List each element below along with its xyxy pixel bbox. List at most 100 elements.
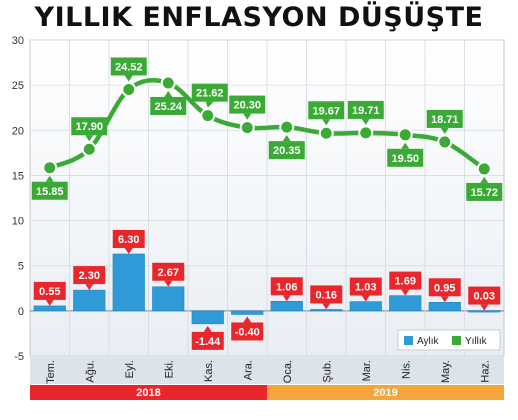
- bar: [73, 289, 106, 312]
- callout-box: [347, 100, 384, 119]
- legend-label-aylik: Aylık: [417, 336, 439, 347]
- x-tick-label: Kas.: [203, 360, 215, 382]
- callout-box: [308, 101, 345, 120]
- bar-data-label: 1.06: [270, 277, 303, 302]
- line-value-label: 19.67: [312, 105, 340, 117]
- callout-box: [191, 331, 224, 350]
- bar-data-labels: 0.55 2.30 6.30 2.67 -1.44 -0.40 1.06 0.16 1.03 1.…: [33, 229, 501, 350]
- line-data-label: 19.50: [387, 142, 424, 167]
- callout-pointer: [164, 280, 173, 287]
- bar-value-label: 1.06: [276, 281, 297, 293]
- chart-title: YILLIK ENFLASYON DÜŞÜŞTE: [34, 2, 484, 33]
- y-tick-label: 25: [12, 80, 24, 92]
- bar-data-label: -1.44: [191, 325, 224, 350]
- y-tick-label: 15: [12, 170, 24, 182]
- line-data-label: 20.30: [229, 95, 266, 120]
- callout-box: [389, 271, 422, 290]
- bar: [152, 286, 185, 312]
- callout-box: [270, 277, 303, 296]
- bar-value-label: 1.03: [355, 282, 376, 294]
- gridlines: [30, 39, 504, 357]
- x-tick-label: Ara.: [242, 360, 254, 380]
- callout-box: [466, 182, 503, 201]
- line-point: [318, 125, 334, 141]
- line-data-label: 15.85: [31, 175, 68, 200]
- bar: [191, 310, 224, 325]
- callout-pointer: [322, 119, 331, 126]
- y-tick-label: 5: [18, 261, 24, 273]
- line-data-label: 19.71: [347, 100, 384, 125]
- callout-box: [268, 141, 305, 160]
- y-tick-label: 10: [12, 216, 24, 228]
- legend-box: [397, 329, 501, 351]
- line-data-label: 20.35: [268, 135, 305, 160]
- callout-pointer: [282, 295, 291, 302]
- line-point: [121, 81, 137, 97]
- line-value-label: 15.85: [36, 186, 64, 198]
- bar-data-label: 0.16: [310, 285, 343, 310]
- callout-box: [349, 277, 382, 296]
- callout-box: [428, 278, 461, 297]
- bar: [112, 253, 145, 312]
- callout-box: [33, 281, 66, 300]
- callout-pointer: [440, 296, 449, 303]
- callout-box: [31, 181, 68, 200]
- callout-box: [73, 266, 106, 285]
- bar: [310, 309, 343, 312]
- line-value-label: 18.71: [431, 114, 459, 126]
- callout-pointer: [45, 175, 54, 182]
- callout-box: [468, 286, 501, 305]
- line-point: [437, 134, 453, 150]
- line-data-label: 18.71: [426, 109, 463, 134]
- line-data-label: 21.62: [191, 83, 228, 108]
- line-data-labels: 15.85 17.90 24.52 25.24 21.62 20.30 20.35 19.67…: [31, 57, 503, 201]
- line-point: [476, 161, 492, 177]
- line-series: [42, 75, 492, 177]
- year-band: [267, 385, 504, 400]
- legend-label-yillik: Yıllık: [465, 336, 488, 347]
- callout-pointer: [124, 247, 133, 254]
- callout-box: [229, 95, 266, 114]
- line-value-label: 19.50: [391, 153, 419, 165]
- callout-pointer: [243, 113, 252, 120]
- callout-box: [426, 109, 463, 128]
- bar-value-label: 1.69: [395, 276, 416, 288]
- line-point: [397, 127, 413, 143]
- line-value-label: 24.52: [115, 61, 143, 73]
- callout-box: [387, 148, 424, 167]
- bar-data-label: 1.03: [349, 277, 382, 302]
- line-data-label: 15.72: [466, 176, 503, 201]
- callout-box: [310, 285, 343, 304]
- bar: [270, 301, 303, 312]
- callout-box: [152, 262, 185, 281]
- bar: [231, 310, 264, 315]
- bar-series: [33, 253, 501, 325]
- line-value-label: 25.24: [154, 101, 182, 113]
- bar-value-label: 2.67: [158, 267, 179, 279]
- bar: [389, 295, 422, 312]
- y-tick-labels: -5 0 5 10 15 20 25 30: [12, 35, 24, 363]
- callout-pointer: [243, 316, 252, 323]
- line-value-label: 20.30: [233, 100, 261, 112]
- x-tick-labels: Tem. Ağu. Eyl. Eki. Kas. Ara. Oca. Şub. Mar. Nis.…: [45, 360, 492, 384]
- y-tick-label: 20: [12, 125, 24, 137]
- callout-pointer: [124, 75, 133, 82]
- bar-value-label: -0.40: [235, 326, 260, 338]
- line-value-label: 15.72: [470, 187, 498, 199]
- year-group-bars: 2018 2019: [30, 385, 504, 400]
- line-data-label: 25.24: [150, 90, 187, 115]
- bar-value-label: 0.95: [434, 282, 455, 294]
- y-tick-label: 30: [12, 35, 24, 47]
- bar-data-label: 1.69: [389, 271, 422, 296]
- x-tick-label: Eyl.: [124, 360, 136, 378]
- bar: [468, 310, 501, 313]
- callout-pointer: [361, 295, 370, 302]
- legend-swatch-yillik: [452, 336, 461, 345]
- y-tick-label: 0: [18, 306, 24, 318]
- callout-pointer: [85, 284, 94, 291]
- callout-box: [150, 96, 187, 115]
- callout-box: [71, 117, 108, 136]
- callout-box: [112, 229, 145, 248]
- bar-value-label: 0.55: [39, 286, 60, 298]
- callout-pointer: [440, 127, 449, 134]
